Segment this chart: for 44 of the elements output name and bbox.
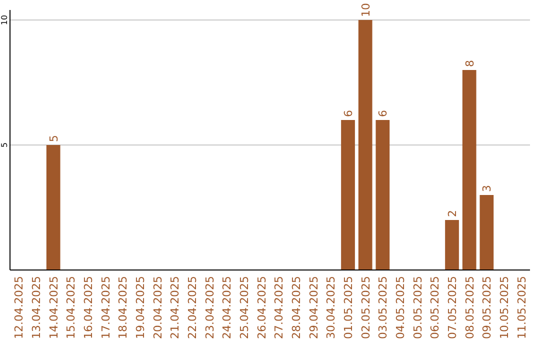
x-tick-label: 11.05.2025 (515, 276, 528, 339)
x-tick-label: 01.05.2025 (342, 276, 355, 339)
x-tick-label: 10.05.2025 (498, 276, 511, 339)
x-tick-label: 09.05.2025 (480, 276, 494, 339)
bar (46, 145, 60, 270)
x-tick-label: 08.05.2025 (463, 276, 476, 339)
bar (341, 120, 355, 270)
x-tick-label: 28.04.2025 (290, 276, 303, 339)
bar (462, 70, 476, 270)
data-label: 6 (376, 110, 390, 117)
x-tick-label: 24.04.2025 (220, 276, 234, 339)
x-tick-label: 14.04.2025 (47, 276, 60, 339)
x-tick-label: 13.04.2025 (30, 276, 43, 339)
bar (445, 220, 459, 270)
x-tick-label: 22.04.2025 (186, 276, 199, 339)
bar (480, 195, 494, 270)
x-tick-label: 30.04.2025 (324, 276, 338, 339)
x-tick-label: 18.04.2025 (116, 276, 130, 339)
x-tick-label: 07.05.2025 (446, 276, 459, 339)
x-tick-label: 19.04.2025 (134, 276, 147, 339)
x-tick-label: 06.05.2025 (428, 276, 442, 339)
data-label: 5 (47, 135, 60, 142)
x-tick-label: 04.05.2025 (394, 276, 407, 339)
x-tick-label: 05.05.2025 (411, 276, 424, 339)
x-tick-label: 03.05.2025 (376, 276, 390, 339)
x-tick-label: 23.04.2025 (203, 276, 216, 339)
bar (376, 120, 390, 270)
x-tick-label: 21.04.2025 (168, 276, 182, 339)
data-label: 6 (342, 110, 355, 117)
data-label: 2 (446, 210, 459, 217)
x-tick-label: 12.04.2025 (12, 276, 26, 339)
data-label: 10 (359, 3, 372, 17)
x-tick-label: 17.04.2025 (99, 276, 112, 339)
x-tick-label: 15.04.2025 (64, 276, 78, 339)
x-tick-label: 16.04.2025 (82, 276, 95, 339)
x-tick-label: 02.05.2025 (359, 276, 372, 339)
x-tick-label: 26.04.2025 (255, 276, 268, 339)
x-tick-label: 29.04.2025 (307, 276, 320, 339)
bar (358, 20, 372, 270)
data-label: 8 (463, 60, 476, 67)
x-tick-label: 27.04.2025 (272, 276, 286, 339)
data-label: 3 (480, 185, 494, 192)
x-tick-label: 20.04.2025 (151, 276, 164, 339)
x-tick-label: 25.04.2025 (238, 276, 251, 339)
